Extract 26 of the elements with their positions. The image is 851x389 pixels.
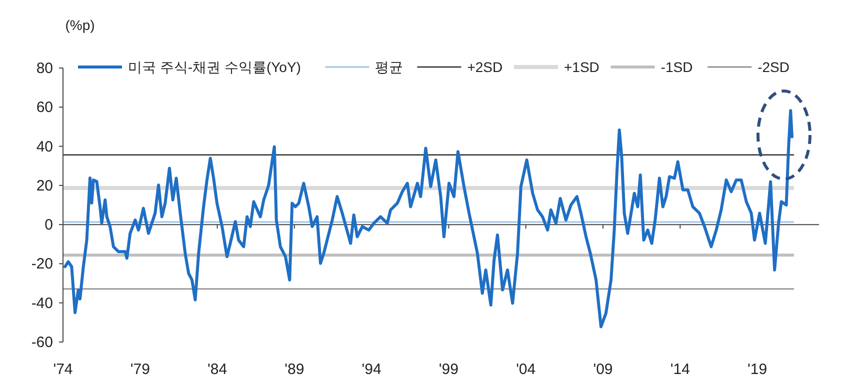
legend-label: +2SD (467, 59, 503, 75)
x-tick-label: '74 (53, 361, 73, 378)
legend-label: -2SD (758, 59, 790, 75)
y-tick-label: 0 (44, 216, 53, 234)
x-tick-label: '04 (516, 361, 536, 378)
x-tick-label: '89 (284, 361, 304, 378)
y-tick-label: 20 (36, 177, 53, 194)
x-tick-label: '79 (130, 361, 150, 378)
legend-label: -1SD (660, 59, 693, 75)
y-tick-label: 80 (36, 60, 53, 77)
x-tick-label: '19 (748, 361, 768, 378)
x-tick-label: '09 (593, 361, 613, 378)
legend-label: +1SD (564, 59, 600, 75)
y-tick-label: -20 (31, 256, 53, 273)
y-axis-title: (%p) (65, 17, 95, 33)
x-tick-label: '94 (362, 361, 382, 378)
y-tick-label: 60 (36, 99, 53, 116)
y-tick-label: -60 (31, 334, 53, 351)
y-tick-label: 40 (36, 138, 53, 156)
x-tick-label: '84 (208, 361, 228, 378)
line-series (64, 109, 794, 328)
y-tick-label: -40 (31, 294, 53, 312)
legend-label: 미국 주식-채권 수익률(YoY) (128, 59, 301, 75)
x-tick-label: '14 (670, 361, 690, 378)
x-tick-label: '99 (438, 361, 458, 378)
legend-label: 평균 (375, 59, 404, 75)
